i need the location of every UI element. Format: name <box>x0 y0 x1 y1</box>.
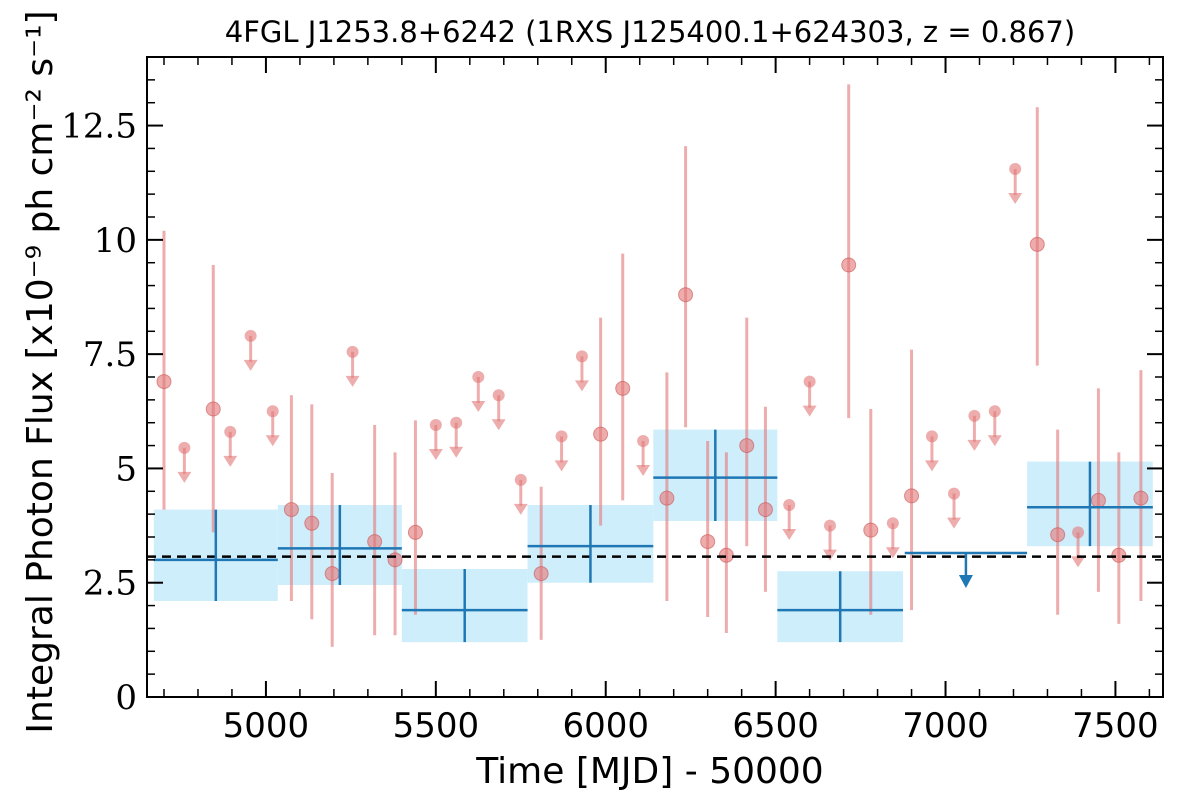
detection-point <box>1090 492 1106 508</box>
upper-limit-arrowhead <box>243 359 258 371</box>
plot-axes: 5000 5500 6000 6500 7000 7500 0 2.5 5 7.5 10 12.5 <box>61 56 1164 746</box>
y-tick-label: 10 <box>94 221 137 261</box>
upper-limit-point <box>450 416 463 429</box>
upper-limit-arrowhead <box>885 547 900 559</box>
detection-point <box>205 401 221 417</box>
detection-point <box>863 522 879 538</box>
detection-point <box>367 534 383 550</box>
upper-limit-point <box>429 419 442 431</box>
upper-limit-point <box>823 519 836 532</box>
y-tick-label: 0 <box>115 678 137 718</box>
upper-limit-point <box>514 473 527 486</box>
detection-point <box>1111 547 1127 563</box>
detection-point <box>700 534 716 550</box>
x-tick-label: 6500 <box>732 706 819 746</box>
y-tick-label: 7.5 <box>83 335 137 375</box>
x-tick-label: 7500 <box>1072 706 1159 746</box>
upper-limit-point <box>886 517 899 530</box>
upper-limit-point <box>783 499 796 511</box>
upper-limit-arrowhead <box>491 419 506 431</box>
upper-limit-arrowhead <box>1071 556 1086 568</box>
upper-limit-point <box>346 345 359 358</box>
upper-limit-point <box>948 487 961 500</box>
upper-limit-arrowhead <box>265 435 280 447</box>
detection-point <box>678 287 694 303</box>
detection-point <box>533 566 549 582</box>
detection-point <box>718 547 734 563</box>
plot-frame <box>146 56 1164 698</box>
upper-limit-arrowhead <box>345 375 360 387</box>
detection-point <box>1133 490 1149 506</box>
upper-limit-point <box>1009 163 1022 175</box>
x-tick-label: 7000 <box>902 706 989 746</box>
upper-limit-arrowhead <box>554 460 569 472</box>
upper-limit-arrowhead <box>802 405 817 417</box>
upper-limit-point <box>266 405 279 418</box>
upper-limit-arrowhead <box>1008 193 1023 204</box>
upper-limit-arrowhead <box>471 401 486 412</box>
detection-point <box>324 566 340 582</box>
upper-limit-point <box>224 425 237 438</box>
upper-limit-point <box>988 405 1001 418</box>
upper-limit-arrowhead <box>947 517 962 529</box>
upper-limit-point <box>575 350 588 363</box>
detection-point <box>904 488 920 504</box>
upper-limit-arrowhead <box>223 455 238 467</box>
detection-point <box>593 426 609 442</box>
detection-point <box>757 502 773 518</box>
upper-limit-arrowhead <box>987 435 1002 447</box>
x-tick-label: 6000 <box>562 706 649 746</box>
upper-limit-arrowhead <box>822 549 837 561</box>
upper-limit-arrowhead <box>924 460 939 472</box>
detection-point <box>156 374 172 390</box>
x-tick-label: 5500 <box>393 706 480 746</box>
upper-limit-point <box>492 389 505 402</box>
y-tick-label: 2.5 <box>83 564 137 604</box>
plot-content <box>147 84 1163 647</box>
upper-limit-arrowhead <box>574 380 589 392</box>
upper-limit-point <box>244 329 257 342</box>
y-tick-label: 12.5 <box>61 107 137 147</box>
upper-limit-point <box>555 430 568 443</box>
x-tick-label: 5000 <box>223 706 310 746</box>
upper-limit-point <box>178 441 191 454</box>
detection-point <box>739 438 755 454</box>
upper-limit-arrowhead <box>177 471 192 483</box>
y-axis-label: Integral Photon Flux [x10⁻⁹ ph cm⁻² s⁻¹] <box>20 10 61 733</box>
upper-limit-arrowhead <box>428 449 443 460</box>
upper-limit-point <box>925 430 938 443</box>
upper-limit-point <box>637 435 650 447</box>
chart-title: 4FGL J1253.8+6242 (1RXS J125400.1+624303… <box>225 15 1075 49</box>
detection-point <box>841 257 857 273</box>
upper-limit-arrowhead <box>449 446 464 458</box>
detection-point <box>615 380 631 396</box>
detection-point <box>659 490 675 506</box>
upper-limit-arrowhead <box>782 529 797 540</box>
upper-limit-point <box>1072 526 1085 539</box>
detection-point <box>1029 236 1045 252</box>
detection-point <box>387 552 403 568</box>
detection-point <box>304 515 320 531</box>
x-axis-label: Time [MJD] - 50000 <box>475 751 823 792</box>
upper-limit-point <box>803 375 816 388</box>
upper-limit-arrowhead <box>636 465 651 476</box>
upper-limit-arrowhead <box>967 439 982 451</box>
upper-limit-point <box>472 371 485 383</box>
upper-limit-arrowhead <box>513 503 528 515</box>
detection-point <box>407 524 423 540</box>
block-upper-limit-arrowhead <box>958 575 973 588</box>
y-tick-label: 5 <box>115 449 137 489</box>
upper-limit-point <box>968 409 981 422</box>
detection-point <box>283 502 299 518</box>
detection-point <box>1050 527 1066 543</box>
